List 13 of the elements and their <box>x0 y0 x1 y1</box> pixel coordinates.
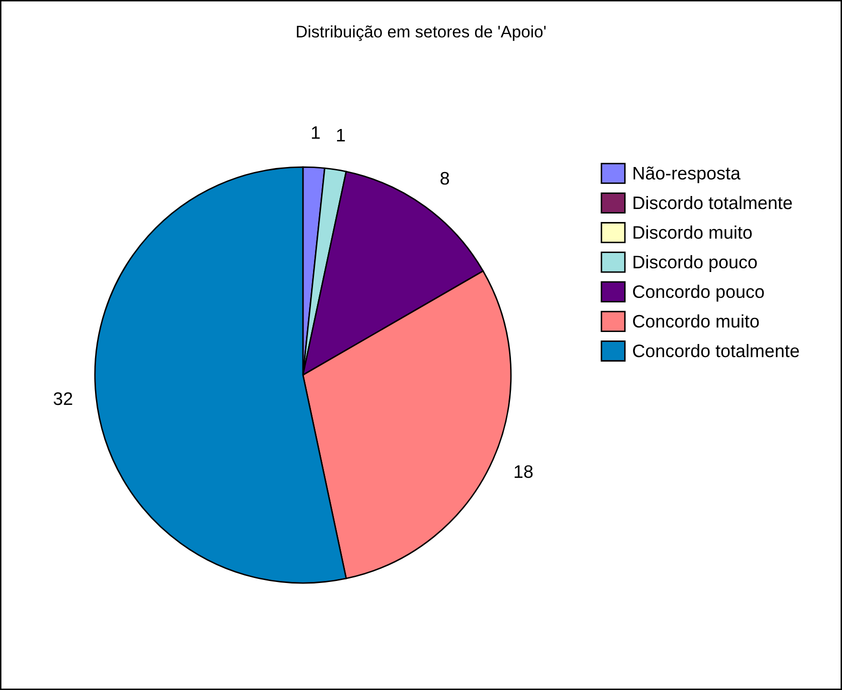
legend-label: Concordo totalmente <box>633 344 799 358</box>
data-label: 1 <box>312 126 320 139</box>
chart-title: Distribuição em setores de 'Apoio' <box>296 25 546 41</box>
legend-label: Concordo muito <box>633 314 759 328</box>
legend-label: Não-resposta <box>634 166 741 184</box>
legend-label: Concordo pouco <box>633 284 764 302</box>
data-label: 1 <box>337 128 345 142</box>
legend-label: Discordo pouco <box>634 255 757 272</box>
data-label: 8 <box>440 172 450 185</box>
legend-label: Discordo muito <box>634 226 752 239</box>
legend-label: Discordo totalmente <box>634 196 792 210</box>
data-label: 32 <box>54 392 72 406</box>
data-label: 18 <box>514 465 533 478</box>
